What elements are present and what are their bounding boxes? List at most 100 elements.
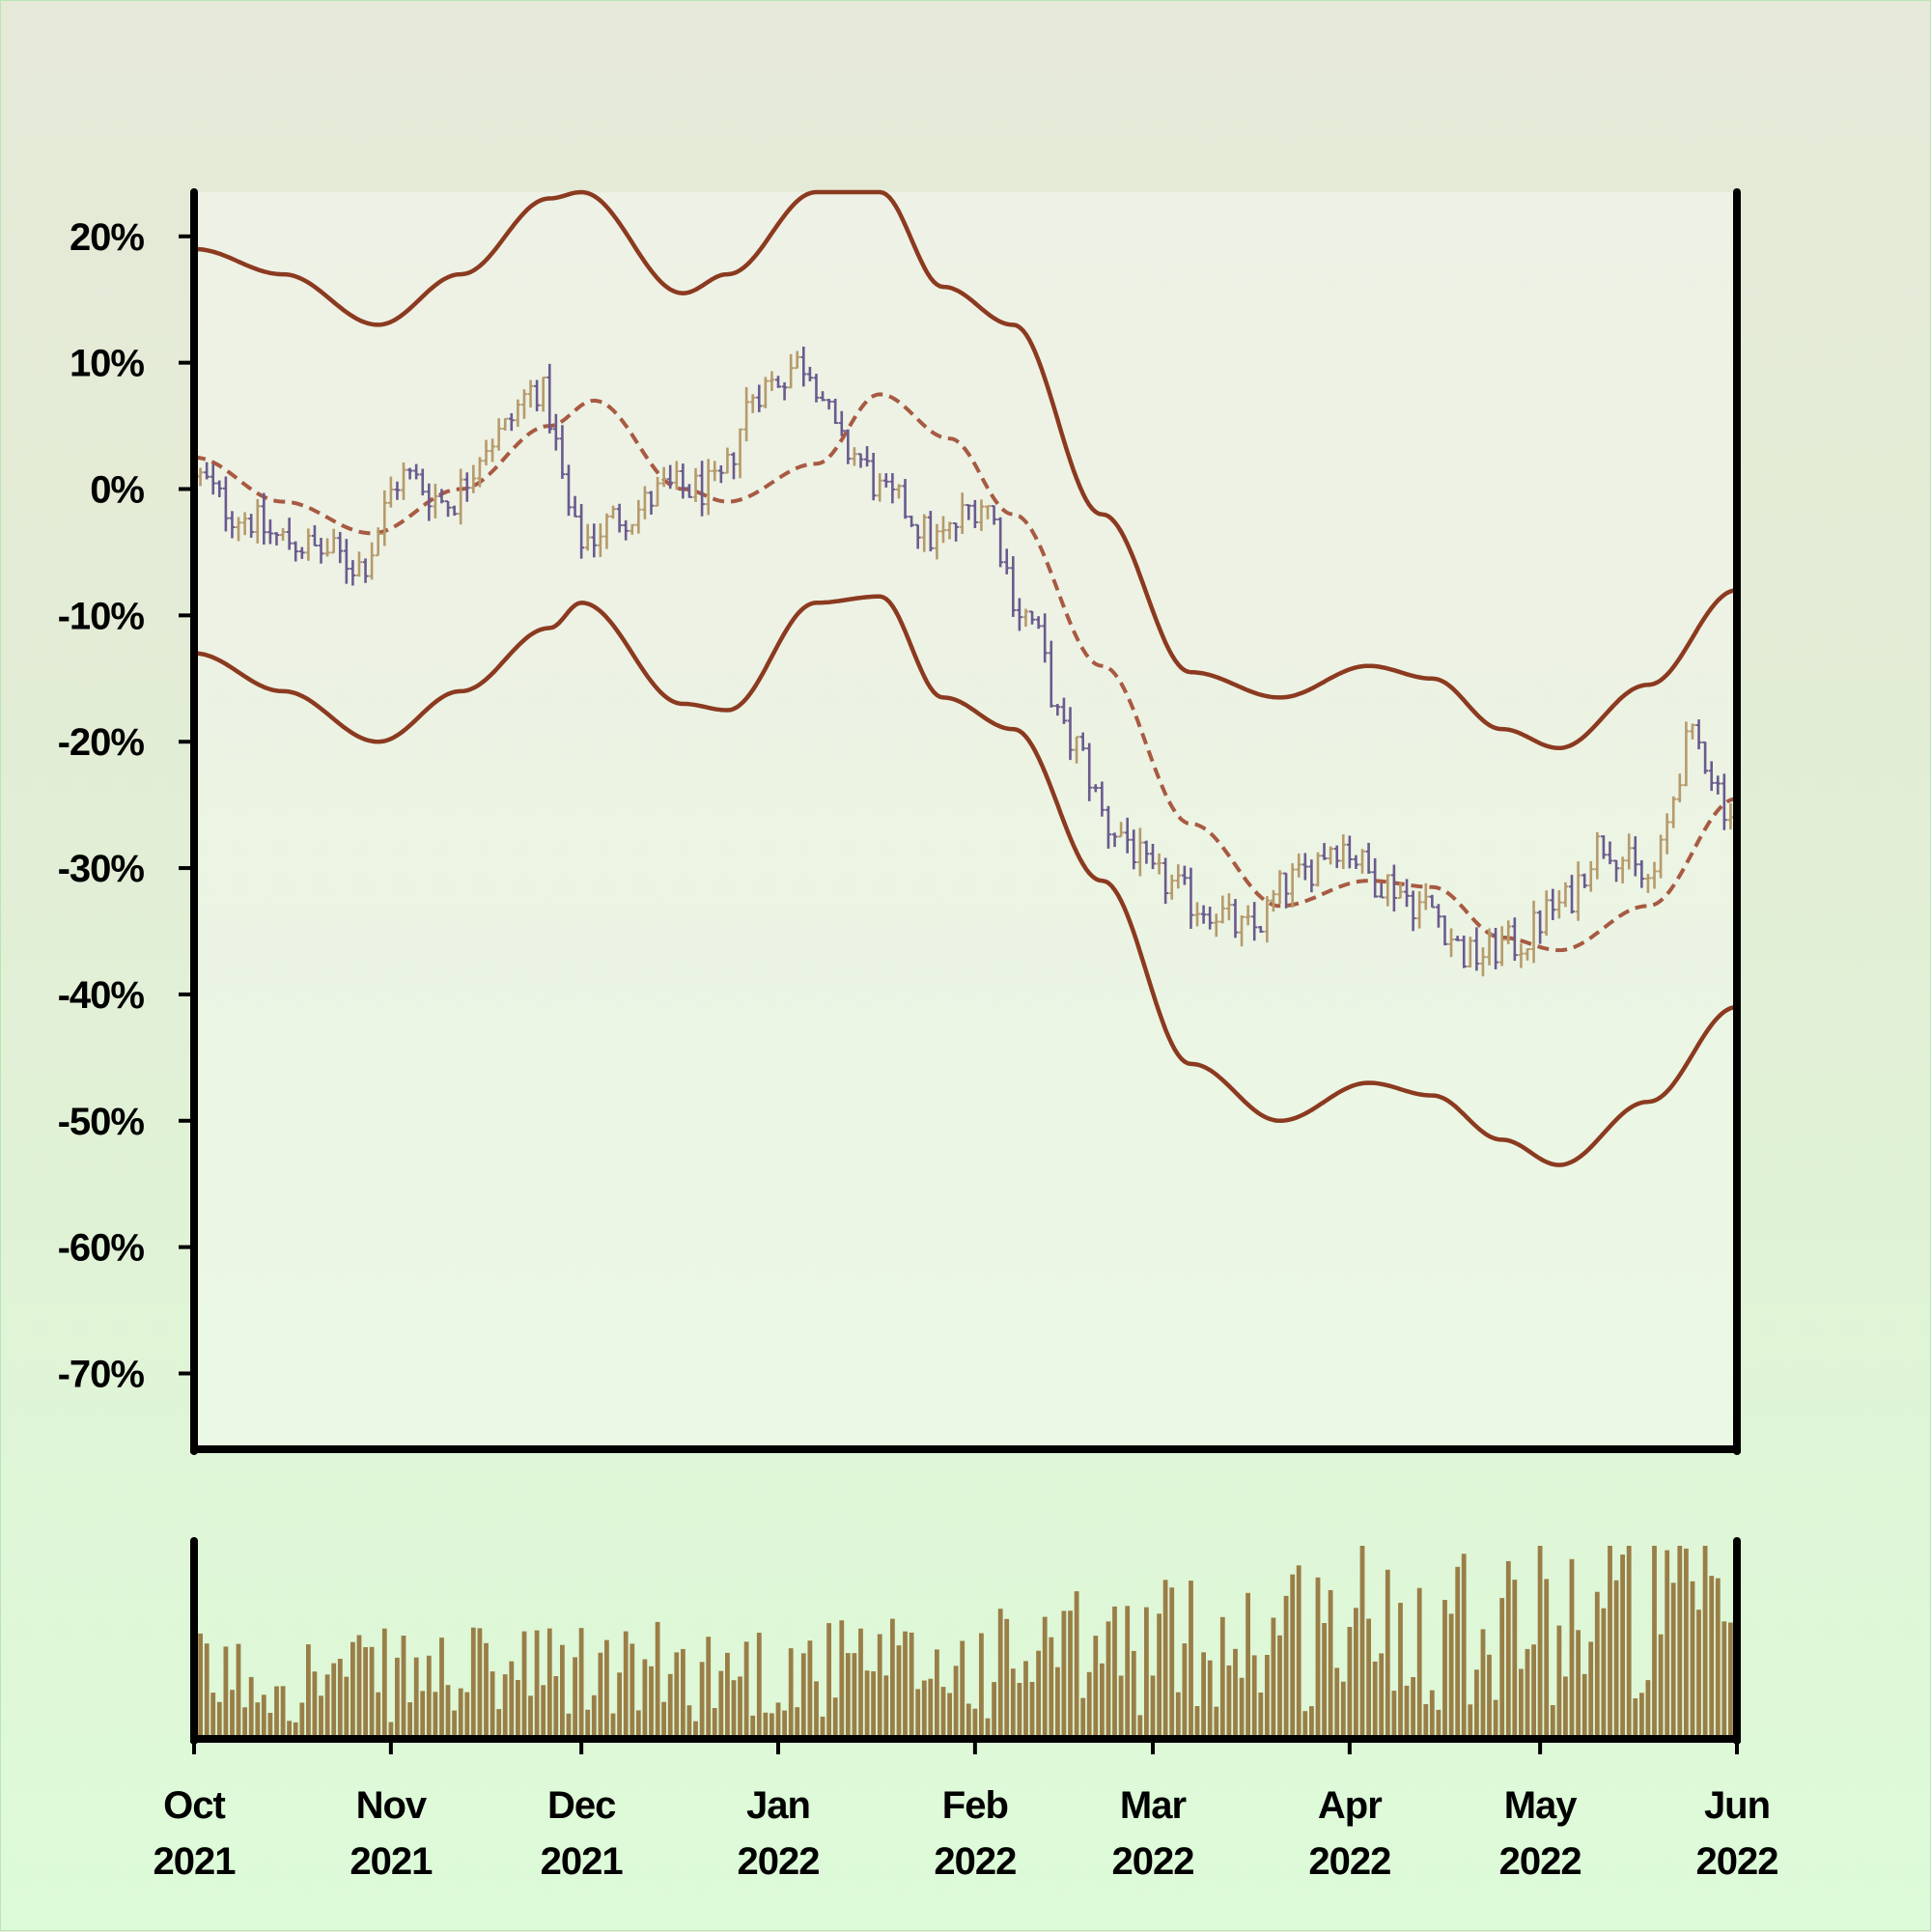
volume-bar <box>1601 1608 1607 1735</box>
x-tick-year: 2022 <box>1499 1840 1581 1883</box>
volume-bar <box>630 1643 635 1735</box>
volume-bar <box>1537 1546 1543 1735</box>
volume-bar <box>528 1695 533 1735</box>
volume-bar <box>388 1722 394 1735</box>
volume-bar <box>1214 1706 1219 1735</box>
volume-bar <box>635 1710 641 1735</box>
volume-bar <box>1658 1634 1664 1735</box>
volume-bar <box>832 1697 838 1735</box>
y-tick-label: -30% <box>58 848 145 890</box>
volume-bar <box>1487 1654 1492 1735</box>
volume-bar <box>1239 1677 1245 1735</box>
x-tick-month: Jan <box>746 1784 810 1827</box>
volume-bar <box>1379 1653 1385 1735</box>
volume-bar <box>1696 1610 1701 1735</box>
volume-bar <box>1359 1546 1365 1735</box>
volume-bar <box>1219 1616 1225 1735</box>
volume-bar <box>699 1662 705 1735</box>
volume-bar <box>756 1633 762 1735</box>
volume-bar <box>1429 1690 1435 1735</box>
y-tick-label: -60% <box>58 1227 145 1270</box>
volume-bar <box>1055 1666 1060 1735</box>
volume-bar <box>1639 1693 1644 1735</box>
y-tick-label: -40% <box>58 974 145 1017</box>
volume-bar <box>1080 1697 1086 1735</box>
volume-bar <box>516 1680 520 1735</box>
volume-bar <box>248 1676 254 1735</box>
volume-bar <box>1721 1621 1727 1735</box>
volume-bar <box>712 1708 717 1735</box>
volume-bar <box>1436 1709 1441 1735</box>
volume-bar <box>877 1634 882 1735</box>
x-tick-year: 2022 <box>738 1840 820 1883</box>
volume-bar <box>1302 1711 1308 1735</box>
volume-bar <box>331 1663 337 1735</box>
x-tick-year: 2022 <box>1308 1840 1390 1883</box>
volume-bar <box>915 1689 921 1735</box>
volume-bar <box>1581 1673 1587 1735</box>
volume-bar <box>1544 1579 1550 1735</box>
price-panel-background <box>194 192 1737 1449</box>
volume-bar <box>204 1643 210 1735</box>
volume-bar <box>1157 1613 1161 1735</box>
x-tick-year: 2022 <box>1696 1840 1778 1883</box>
volume-bar <box>541 1685 546 1735</box>
axes-layer <box>190 188 1741 1745</box>
volume-bar <box>502 1674 508 1735</box>
volume-bar <box>1340 1681 1346 1735</box>
volume-bar <box>439 1638 444 1735</box>
bands-layer <box>193 189 1738 1167</box>
volume-bar <box>623 1631 629 1735</box>
volume-bar <box>706 1637 712 1735</box>
volume-bar <box>782 1710 787 1735</box>
volume-bar <box>381 1628 387 1735</box>
volume-bar <box>1029 1682 1035 1735</box>
volume-bar <box>1442 1600 1447 1735</box>
volume-bar <box>337 1659 343 1735</box>
x-tick-month: Nov <box>356 1784 428 1827</box>
volume-bar <box>1411 1677 1415 1735</box>
y-tick-label: -20% <box>58 721 145 764</box>
volume-bar <box>1448 1613 1454 1735</box>
volume-bar <box>1290 1574 1296 1735</box>
volume-bar <box>1265 1655 1270 1735</box>
volume-bar <box>1525 1648 1530 1735</box>
volume-bar <box>839 1620 845 1735</box>
volume-bar <box>293 1722 298 1735</box>
volume-bar <box>731 1680 737 1735</box>
volume-bar <box>1684 1548 1689 1735</box>
volume-bar <box>1366 1618 1371 1735</box>
volume-bar <box>1613 1580 1619 1735</box>
volume-bar <box>216 1701 222 1735</box>
volume-bar <box>972 1708 978 1735</box>
volume-bar <box>299 1702 305 1735</box>
volume-bar <box>223 1646 229 1735</box>
volume-bar <box>1576 1630 1581 1735</box>
volume-bar <box>1354 1608 1358 1735</box>
volume-bar <box>1556 1625 1562 1735</box>
volume-bar <box>1061 1610 1067 1735</box>
volume-bar <box>1493 1699 1498 1735</box>
volume-bar <box>1372 1661 1378 1735</box>
volume-bar <box>1251 1655 1257 1735</box>
volume-bar <box>546 1628 552 1735</box>
volume-bar <box>686 1705 692 1735</box>
volume-bar <box>1175 1692 1181 1735</box>
volume-bar <box>1023 1661 1028 1735</box>
volume-bar <box>477 1628 483 1735</box>
lower-band-line <box>193 594 1738 1167</box>
volume-bar <box>649 1666 654 1735</box>
volume-bar <box>1398 1603 1403 1735</box>
volume-bar <box>1505 1560 1511 1735</box>
volume-bar <box>858 1628 863 1735</box>
volume-bar <box>324 1674 330 1735</box>
volume-bar <box>852 1653 857 1735</box>
volume-bar <box>585 1709 591 1735</box>
volume-bar <box>947 1693 952 1735</box>
volume-bar <box>1563 1676 1568 1735</box>
volume-bar <box>573 1657 577 1735</box>
moving-average-line <box>193 392 1738 953</box>
volume-bar <box>800 1653 806 1735</box>
volume-bar <box>883 1675 889 1735</box>
x-tick-month: Mar <box>1120 1784 1187 1827</box>
